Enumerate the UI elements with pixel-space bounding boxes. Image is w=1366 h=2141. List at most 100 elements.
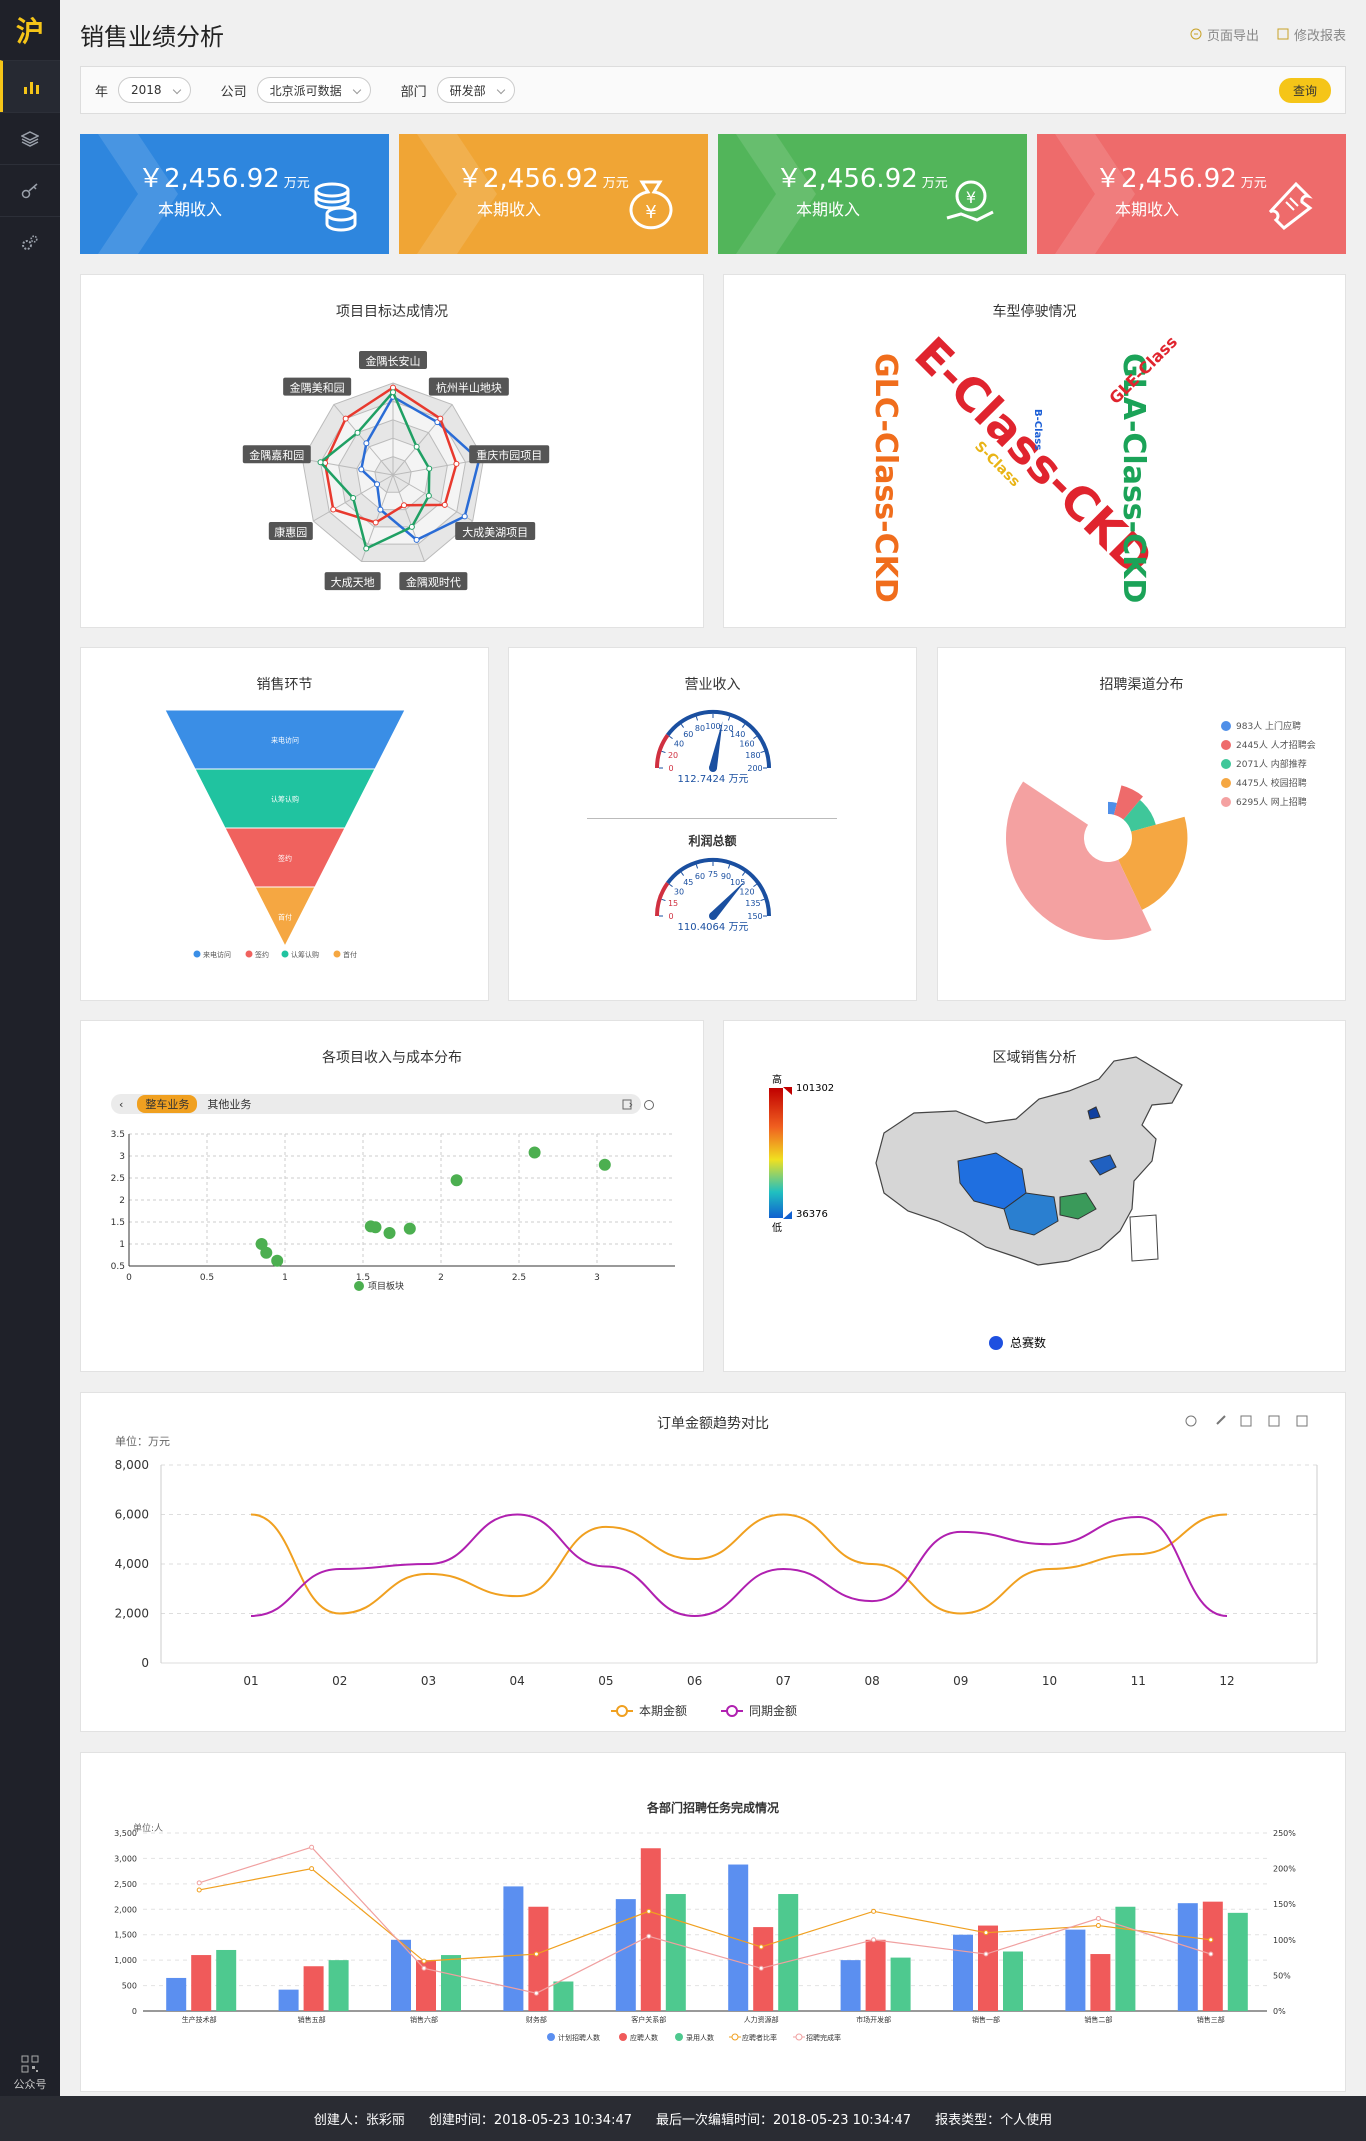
chevron-left-icon[interactable]: ‹	[119, 1097, 124, 1111]
bar-1[interactable]	[865, 1939, 886, 2011]
bar-2[interactable]	[890, 1957, 911, 2011]
funnel-legend-marker[interactable]	[193, 950, 201, 958]
scatter-point[interactable]	[403, 1222, 416, 1235]
bar-1[interactable]	[191, 1955, 212, 2011]
bar-0[interactable]	[278, 1989, 299, 2011]
bar-2[interactable]	[1227, 1912, 1248, 2011]
line-toolbox	[1185, 1415, 1308, 1427]
scatter-point[interactable]	[450, 1174, 463, 1187]
year-select[interactable]: 2018	[118, 77, 191, 103]
bar-1[interactable]	[416, 1960, 436, 2011]
tab-other-business[interactable]: 其他业务	[207, 1098, 252, 1111]
bar-2[interactable]	[778, 1894, 799, 2011]
export-label: 页面导出	[1206, 28, 1259, 44]
donut-legend-marker[interactable]	[1221, 721, 1231, 731]
visualmap-handle-top[interactable]	[783, 1087, 792, 1095]
scatter-point[interactable]	[528, 1146, 541, 1159]
bar-line-point	[196, 1887, 202, 1893]
bar-2[interactable]	[328, 1960, 349, 2011]
scatter-point[interactable]	[260, 1246, 273, 1259]
fullscreen-icon[interactable]	[1296, 1415, 1308, 1427]
bar-2[interactable]	[1003, 1951, 1023, 2011]
line-legend-marker-dot[interactable]	[726, 1705, 738, 1717]
line-xtick: 11	[1131, 1674, 1146, 1688]
edit-report-link[interactable]: 修改报表	[1277, 25, 1346, 44]
radar-point	[426, 465, 433, 472]
tab-vehicle-business[interactable]: 整车业务	[137, 1095, 198, 1113]
donut-legend-marker[interactable]	[1221, 740, 1231, 750]
bar-1[interactable]	[303, 1966, 324, 2011]
footer-creator: 创建人：张彩丽	[313, 2113, 405, 2128]
bar-2[interactable]	[1115, 1906, 1136, 2011]
gauge-tick	[727, 716, 731, 721]
bar-legend-marker[interactable]	[547, 2033, 555, 2041]
chevron-decoration	[736, 134, 816, 254]
bar-chart-icon[interactable]	[0, 60, 60, 112]
bar-1[interactable]	[640, 1848, 661, 2011]
map-legend-marker[interactable]	[989, 1336, 1003, 1350]
export-page-link[interactable]: 页面导出	[1190, 25, 1259, 44]
bar-0[interactable]	[503, 1886, 524, 2011]
company-select[interactable]: 北京派可数据	[256, 77, 371, 103]
qr-code[interactable]: 公众号	[0, 2055, 60, 2092]
funnel-legend-marker[interactable]	[245, 950, 253, 958]
bar-1[interactable]	[528, 1906, 549, 2011]
bar-line-point	[1095, 1915, 1101, 1921]
bar-1[interactable]	[1202, 1901, 1223, 2011]
radar-indicator-bg	[283, 377, 352, 396]
funnel-legend-marker[interactable]	[333, 950, 341, 958]
scatter-toolbox	[622, 1099, 654, 1110]
query-button[interactable]: 查询	[1278, 77, 1331, 103]
copy-icon[interactable]	[622, 1099, 632, 1110]
bar-0[interactable]	[728, 1864, 749, 2011]
dept-select[interactable]: 研发部	[436, 77, 515, 103]
bar-0[interactable]	[953, 1934, 973, 2011]
link-icon[interactable]	[1216, 1415, 1226, 1425]
bar-legend-marker-dot[interactable]	[795, 2033, 803, 2041]
scatter-point[interactable]	[598, 1158, 611, 1171]
scatter-xtick: 2	[438, 1273, 444, 1283]
bar-legend-label: 应聘者比率	[742, 2033, 777, 2042]
bar-0[interactable]	[1065, 1929, 1086, 2011]
visualmap-handle-bottom[interactable]	[783, 1211, 792, 1219]
donut-legend-label: 2071人 内部推荐	[1236, 758, 1307, 770]
bar-0[interactable]	[1177, 1903, 1198, 2011]
settings-gears-icon[interactable]	[0, 216, 60, 268]
data-view-icon[interactable]	[1185, 1415, 1197, 1427]
bar-line-point	[533, 1951, 539, 1957]
bar-0[interactable]	[615, 1899, 636, 2011]
camera-icon[interactable]	[644, 1100, 654, 1110]
bar-0[interactable]	[391, 1939, 411, 2011]
scatter-point[interactable]	[255, 1238, 268, 1250]
layers-icon[interactable]	[0, 112, 60, 164]
scatter-legend-marker[interactable]	[354, 1281, 364, 1291]
gauge-tick	[669, 883, 673, 888]
donut-legend-label: 2445人 人才招聘会	[1236, 739, 1316, 751]
donut-legend-marker[interactable]	[1221, 797, 1231, 807]
save-image-icon[interactable]	[1268, 1415, 1280, 1427]
donut-legend-marker[interactable]	[1221, 778, 1231, 788]
bar-legend-marker[interactable]	[675, 2033, 683, 2041]
bar-1[interactable]	[1090, 1954, 1111, 2011]
line-legend-marker-dot[interactable]	[616, 1705, 628, 1717]
scatter-point[interactable]	[271, 1254, 284, 1267]
bar-2[interactable]	[441, 1955, 461, 2011]
donut-legend-marker[interactable]	[1221, 759, 1231, 769]
bar-2[interactable]	[553, 1981, 574, 2011]
bar-0[interactable]	[166, 1977, 187, 2011]
funnel-legend-marker[interactable]	[281, 950, 289, 958]
bar-legend-marker[interactable]	[619, 2033, 627, 2041]
line-title: 订单金额趋势对比	[657, 1416, 769, 1432]
visualmap-bar[interactable]	[769, 1088, 783, 1218]
scatter-point[interactable]	[369, 1221, 382, 1234]
restore-icon[interactable]	[1240, 1415, 1252, 1427]
bar-1[interactable]	[978, 1925, 998, 2011]
scatter-point[interactable]	[383, 1227, 396, 1239]
bar-y2tick: 150%	[1273, 1900, 1296, 1909]
bar-2[interactable]	[216, 1949, 237, 2011]
key-icon[interactable]	[0, 164, 60, 216]
bar-2[interactable]	[665, 1894, 686, 2011]
radar-indicator: 大成美湖项目	[455, 522, 536, 540]
bar-0[interactable]	[840, 1960, 861, 2011]
bar-legend-marker-dot[interactable]	[731, 2033, 739, 2041]
